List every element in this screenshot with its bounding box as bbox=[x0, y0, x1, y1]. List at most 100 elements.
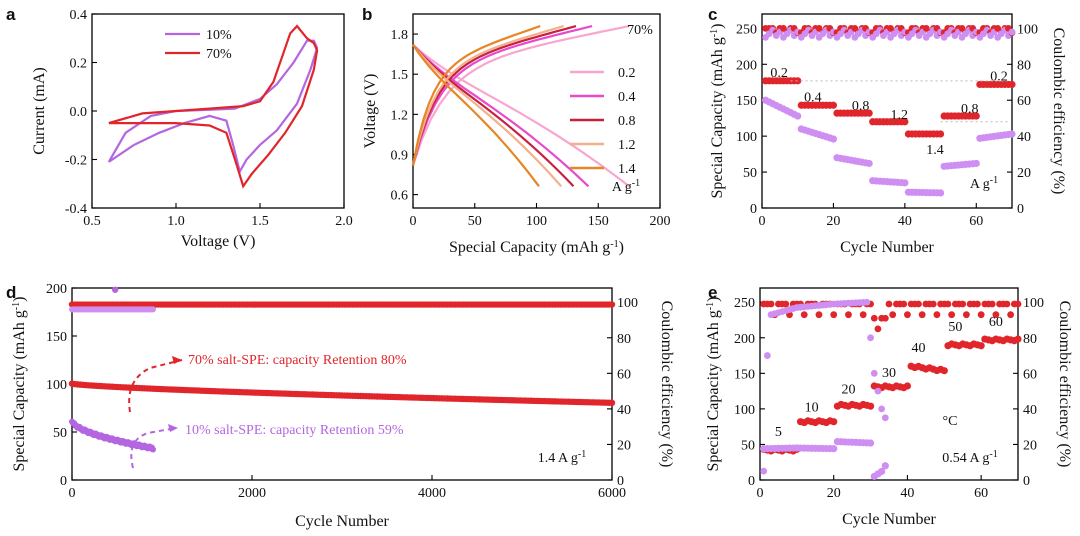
y-axis-label: Special Capacity (mAh g-1) bbox=[709, 24, 727, 199]
ce-point-70pct bbox=[889, 311, 897, 319]
y2-tick-label: 60 bbox=[1017, 94, 1031, 109]
capacity-point-70pct bbox=[1008, 80, 1016, 89]
panel-b: 0 50 100 150 200 0.6 0.9 1.2 1.5 1.8 Special Capac… bbox=[362, 13, 671, 256]
panel-e: 0 20 40 60 0 50 100 150 200 250 0 20 40 60 80 100 Coulom… bbox=[705, 287, 1073, 528]
temperature-label: 60 bbox=[989, 315, 1003, 330]
rate-label: 1.2 bbox=[891, 108, 909, 123]
y-tick-label: 200 bbox=[734, 332, 755, 347]
y-tick-label: 100 bbox=[46, 378, 67, 393]
capacity-point-10pct bbox=[878, 467, 886, 476]
y2-tick-label: 0 bbox=[617, 474, 624, 489]
ce-point-10pct bbox=[881, 414, 889, 422]
capacity-point-10pct bbox=[830, 445, 838, 453]
rate-note: 0.54 A g-1 bbox=[942, 449, 997, 467]
ce-point-70pct bbox=[977, 311, 985, 319]
x-axis-label: Voltage (V) bbox=[181, 233, 256, 250]
x-tick-label: 4000 bbox=[418, 486, 446, 501]
y-axis-label: Current (mA) bbox=[31, 67, 48, 155]
panel-a-label: a bbox=[6, 5, 16, 24]
legend-entry: 1.2 bbox=[618, 138, 636, 153]
ce-point-10pct bbox=[150, 306, 156, 313]
capacity-point-70pct bbox=[901, 118, 909, 126]
y2-tick-label: 100 bbox=[1017, 22, 1038, 37]
y-axis-label: Special Capacity (mAh g-1) bbox=[11, 297, 29, 472]
y2-tick-label: 80 bbox=[1017, 58, 1031, 73]
y-tick-label: 150 bbox=[46, 330, 67, 345]
discharge-curve-0.2 bbox=[412, 43, 630, 188]
rate-note: 1.4 A g-1 bbox=[538, 449, 586, 467]
temperature-label: 10 bbox=[805, 401, 819, 416]
ce-point-10pct bbox=[1008, 28, 1016, 36]
capacity-point-70pct bbox=[794, 77, 802, 85]
ce-point-70pct bbox=[767, 300, 775, 308]
x-tick-label: 2.0 bbox=[335, 214, 353, 229]
capacity-point-70pct bbox=[865, 109, 873, 117]
x-tick-label: 60 bbox=[969, 214, 983, 229]
capacity-point-10pct bbox=[881, 462, 889, 470]
temperature-label: 50 bbox=[948, 320, 962, 335]
ce-point-70pct bbox=[948, 311, 956, 319]
ce-point-10pct bbox=[878, 405, 886, 413]
cv-curve-10pct bbox=[107, 39, 319, 175]
panel-b-label: b bbox=[362, 5, 372, 24]
ce-point-10pct bbox=[763, 352, 771, 359]
capacity-point-10pct bbox=[794, 112, 802, 120]
x-tick-label: 40 bbox=[900, 486, 914, 501]
y-tick-label: 1.2 bbox=[391, 108, 409, 123]
y2-tick-label: 20 bbox=[1023, 438, 1037, 453]
y-tick-label: 0 bbox=[750, 202, 757, 217]
y2-tick-label: 40 bbox=[617, 403, 631, 418]
x-tick-label: 6000 bbox=[598, 486, 626, 501]
x-tick-label: 0 bbox=[69, 486, 76, 501]
x-tick-label: 200 bbox=[650, 214, 671, 229]
discharge-curve-1.4 bbox=[412, 44, 540, 187]
x-tick-label: 50 bbox=[468, 214, 482, 229]
capacity-point-70pct bbox=[903, 382, 912, 390]
annotation-10pct: 10% salt-SPE: capacity Retention 59% bbox=[185, 423, 404, 438]
x-tick-label: 150 bbox=[588, 214, 609, 229]
y2-axis-label: Coulombic efficiency (%) bbox=[1050, 28, 1067, 195]
capacity-point-10pct bbox=[866, 439, 875, 447]
arrow-head bbox=[168, 424, 178, 432]
rate-label: 0.4 bbox=[804, 90, 822, 105]
ce-point-70pct bbox=[915, 300, 922, 308]
temperature-label: 40 bbox=[911, 341, 925, 356]
rate-label: 0.8 bbox=[961, 102, 979, 117]
y2-axis-label: Coulombic efficiency (%) bbox=[1056, 301, 1073, 468]
ce-point-70pct bbox=[963, 311, 970, 319]
ce-point-70pct bbox=[881, 314, 889, 322]
panel-e-frame bbox=[759, 287, 1019, 481]
panel-b-frame bbox=[412, 13, 661, 209]
capacity-point-70pct bbox=[866, 402, 875, 410]
y-tick-label: -0.4 bbox=[65, 202, 87, 217]
y-axis-label: Special Capacity (mAh g-1) bbox=[705, 297, 723, 472]
x-tick-label: 20 bbox=[827, 486, 841, 501]
x-axis-label: Cycle Number bbox=[295, 513, 389, 530]
discharge-curve-0.4 bbox=[412, 44, 590, 188]
ce-point-70pct bbox=[815, 311, 823, 319]
y2-tick-label: 0 bbox=[1023, 474, 1030, 489]
y-tick-label: 100 bbox=[734, 403, 755, 418]
x-tick-label: 0 bbox=[410, 214, 417, 229]
panel-c: 0 20 40 60 0 50 100 150 200 250 0 20 40 60 80 100 Coulom… bbox=[709, 13, 1067, 256]
y-tick-label: 0.2 bbox=[70, 57, 88, 72]
legend-entry: 0.4 bbox=[618, 90, 636, 105]
y-tick-label: 150 bbox=[734, 367, 755, 382]
y2-tick-label: 60 bbox=[617, 367, 631, 382]
y2-tick-label: 40 bbox=[1017, 130, 1031, 145]
ce-point-10pct bbox=[870, 369, 878, 377]
ce-point-70pct bbox=[900, 300, 908, 308]
y-tick-label: 200 bbox=[736, 58, 757, 73]
x-tick-label: 2000 bbox=[238, 486, 266, 501]
x-tick-label: 1.5 bbox=[251, 214, 269, 229]
panel-c-frame bbox=[761, 13, 1013, 209]
capacity-point-70pct bbox=[608, 399, 616, 407]
ce-point-70pct bbox=[830, 311, 838, 319]
y-tick-label: 100 bbox=[736, 130, 757, 145]
x-tick-label: 60 bbox=[974, 486, 988, 501]
capacity-point-70pct bbox=[829, 101, 838, 109]
ce-point-70pct bbox=[1014, 300, 1022, 308]
x-tick-label: 40 bbox=[898, 214, 912, 229]
